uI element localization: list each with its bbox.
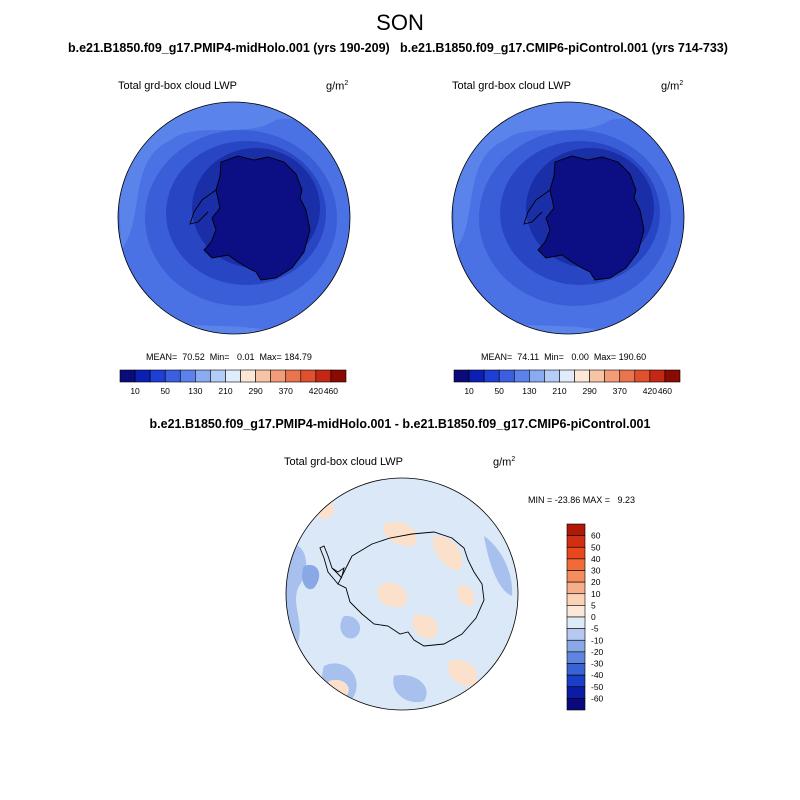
colorbar-swatch [240, 369, 256, 383]
panel2-colorbar: 10 50 130 210 290 370 420 460 [453, 369, 681, 396]
colorbar-tick-label: -60 [591, 693, 604, 703]
colorbar-tick-label: -5 [591, 624, 599, 634]
colorbar-swatch [566, 581, 586, 595]
colorbar-swatch [255, 369, 271, 383]
colorbar-swatch [566, 605, 586, 618]
colorbar-swatch [566, 663, 586, 676]
colorbar-swatch [566, 686, 586, 699]
colorbar-tick-label: 130 [522, 386, 536, 396]
panel1-colorbar: 10 50 130 210 290 370 420 460 [119, 369, 347, 396]
colorbar-tick-label: 30 [591, 566, 601, 576]
colorbar-swatch [483, 369, 500, 383]
colorbar-swatch [300, 369, 317, 383]
panel1-units-label: g/m2 [326, 80, 349, 93]
colorbar-swatch [285, 369, 302, 383]
colorbar-tick-label: 50 [160, 386, 170, 396]
colorbar-tick-label: 40 [591, 554, 601, 564]
colorbar-swatch [513, 369, 530, 383]
panel1-variable-label: Total grd-box cloud LWP [118, 80, 238, 92]
colorbar-tick-label: 460 [658, 386, 672, 396]
colorbar-swatch [498, 369, 515, 383]
diff-map [285, 477, 519, 711]
colorbar-swatch [330, 369, 347, 383]
colorbar-tick-label: -50 [591, 682, 604, 692]
colorbar-swatch [566, 674, 586, 688]
colorbar-swatch [210, 369, 226, 383]
colorbar-swatch [179, 369, 196, 383]
colorbar-swatch [566, 698, 586, 711]
colorbar-tick-label: 460 [324, 386, 338, 396]
colorbar-swatch [619, 369, 636, 383]
colorbar-swatch [149, 369, 166, 383]
panel1-map [117, 101, 351, 335]
panel2-case-title: b.e21.B1850.f09_g17.CMIP6-piControl.001 … [400, 41, 728, 55]
colorbar-swatch [649, 369, 666, 383]
colorbar-tick-label: 420 [643, 386, 657, 396]
panel1-stats: MEAN= 70.52 Min= 0.01 Max= 184.79 [146, 352, 312, 362]
colorbar-swatch [574, 369, 590, 383]
colorbar-swatch [544, 369, 560, 383]
colorbar-tick-label: 210 [218, 386, 232, 396]
colorbar-swatch [566, 616, 586, 629]
colorbar-tick-label: 290 [583, 386, 597, 396]
colorbar-tick-label: -10 [591, 635, 604, 645]
colorbar-tick-label: 10 [130, 386, 140, 396]
colorbar-swatch [566, 639, 586, 653]
colorbar-tick-label: -30 [591, 659, 604, 669]
colorbar-tick-label: 10 [591, 589, 601, 599]
colorbar-tick-label: 370 [279, 386, 293, 396]
colorbar-swatch [119, 369, 136, 383]
diff-stats: MIN = -23.86 MAX = 9.23 [528, 495, 636, 505]
colorbar-tick-label: -20 [591, 647, 604, 657]
colorbar-swatch [566, 628, 586, 641]
colorbar-swatch [566, 570, 586, 583]
colorbar-swatch [604, 369, 621, 383]
colorbar-swatch [195, 369, 211, 383]
colorbar-swatch [315, 369, 332, 383]
colorbar-swatch [529, 369, 545, 383]
colorbar-swatch [559, 369, 575, 383]
colorbar-tick-label: 130 [188, 386, 202, 396]
colorbar-swatch [468, 369, 485, 383]
colorbar-tick-label: 60 [591, 531, 601, 541]
colorbar-swatch [664, 369, 681, 383]
colorbar-tick-label: -40 [591, 670, 604, 680]
colorbar-swatch [566, 523, 586, 536]
colorbar-swatch [566, 535, 586, 548]
colorbar-swatch [134, 369, 151, 383]
colorbar-swatch [589, 369, 605, 383]
colorbar-swatch [225, 369, 241, 383]
panel2-stats: MEAN= 74.11 Min= 0.00 Max= 190.60 [481, 352, 647, 362]
colorbar-tick-label: 50 [494, 386, 504, 396]
panel2-map [451, 101, 685, 335]
diff-variable-label: Total grd-box cloud LWP [284, 456, 404, 468]
colorbar-tick-label: 50 [591, 542, 601, 552]
colorbar-swatch [566, 546, 586, 560]
panel1-case-title: b.e21.B1850.f09_g17.PMIP4-midHolo.001 (y… [68, 41, 390, 55]
colorbar-tick-label: 0 [591, 612, 596, 622]
colorbar-tick-label: 5 [591, 600, 596, 610]
colorbar-swatch [566, 558, 586, 571]
colorbar-swatch [270, 369, 287, 383]
colorbar-swatch [164, 369, 181, 383]
colorbar-tick-label: 20 [591, 577, 601, 587]
colorbar-tick-label: 290 [249, 386, 263, 396]
season-title: SON [376, 10, 424, 35]
colorbar-swatch [634, 369, 651, 383]
panel2-units-label: g/m2 [661, 80, 684, 93]
colorbar-tick-label: 370 [613, 386, 627, 396]
colorbar-swatch [453, 369, 470, 383]
colorbar-tick-label: 420 [309, 386, 323, 396]
colorbar-tick-label: 210 [552, 386, 566, 396]
colorbar-tick-label: 10 [464, 386, 474, 396]
colorbar-swatch [566, 651, 586, 664]
colorbar-swatch [566, 593, 586, 606]
diff-title: b.e21.B1850.f09_g17.PMIP4-midHolo.001 - … [149, 417, 651, 431]
panel2-variable-label: Total grd-box cloud LWP [452, 80, 572, 92]
diff-units-label: g/m2 [493, 456, 516, 469]
